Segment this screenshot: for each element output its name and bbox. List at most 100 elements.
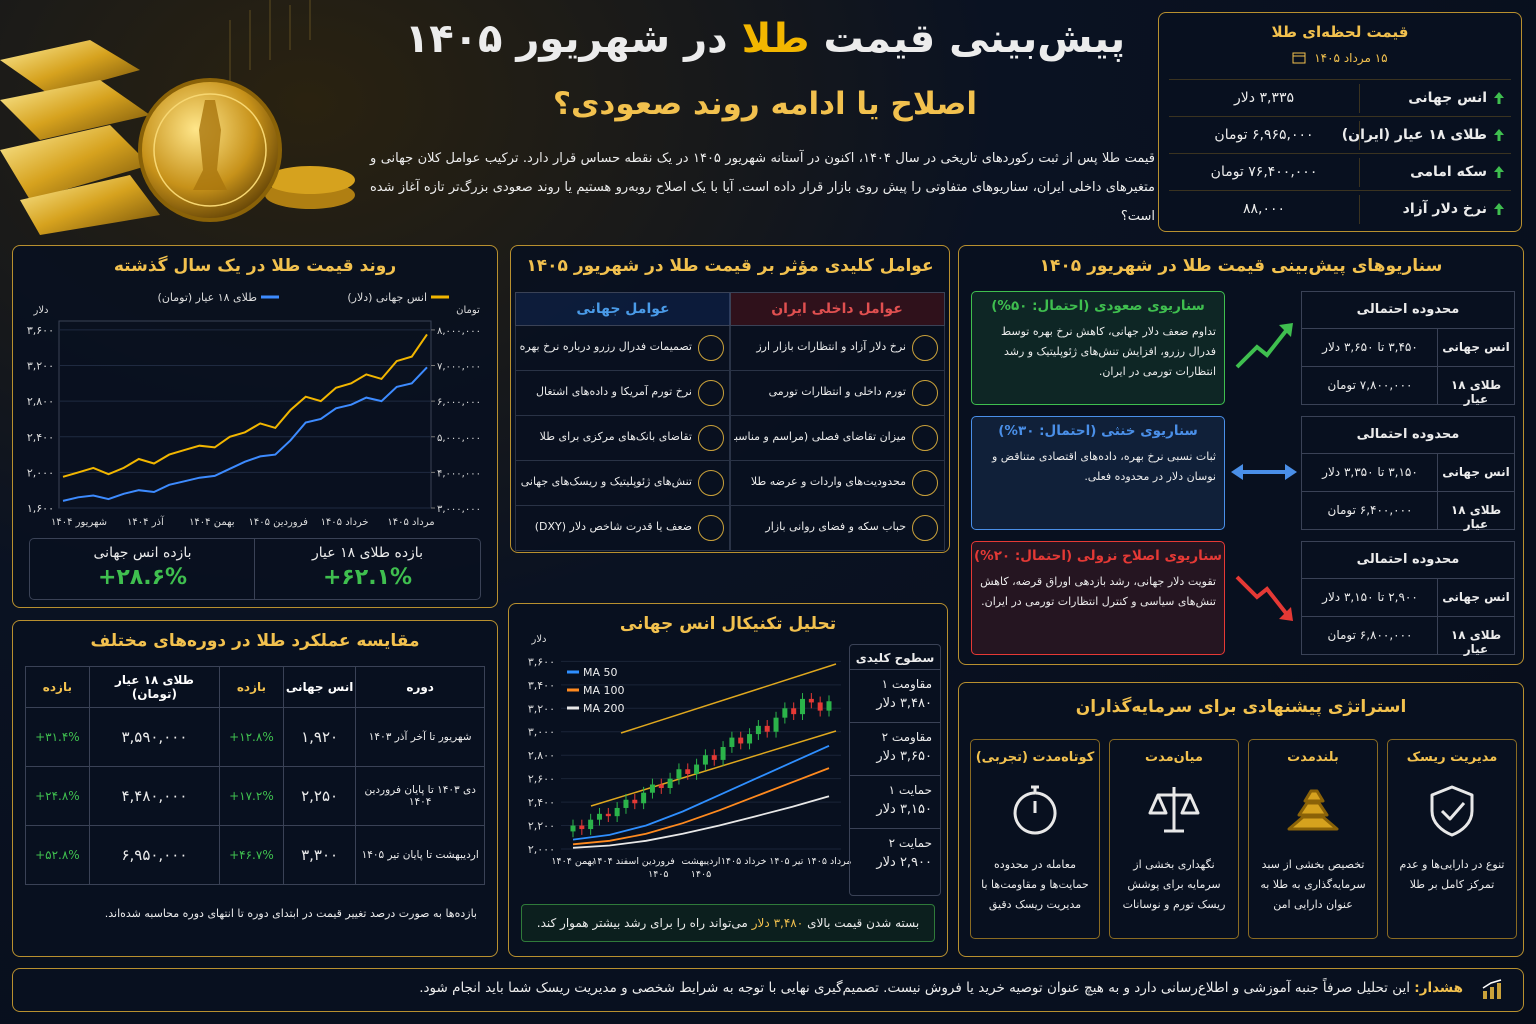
card-title: کوتاه‌مدت (تجربی) <box>975 750 1095 765</box>
value-cell: +۳۱.۴% <box>25 707 90 767</box>
legend-label: MA 50 <box>583 666 618 679</box>
returns-box: بازده طلای ۱۸ عیار +۶۲.۱% بازده انس جهانی +… <box>29 538 481 600</box>
return-cell: بازده انس جهانی +۲۸.۶% <box>30 539 255 599</box>
strategy-card: بلندمدت تخصیص بخشی از سبد سرمایه‌گذاری به… <box>1248 739 1378 939</box>
factor-column: عوامل جهانی تصمیمات فدرال رزرو درباره نرخ… <box>515 292 731 551</box>
range-title: محدوده احتمالی <box>1302 292 1514 329</box>
y-tick-label: ۲,۶۰۰ <box>528 773 555 786</box>
arrow-line <box>1235 325 1291 369</box>
candle-body <box>738 737 744 744</box>
value-cell: ۶,۹۵۰,۰۰۰ <box>88 825 221 885</box>
range-value: ۳,۱۵۰ تا ۳,۳۵۰ دلار <box>1322 465 1418 479</box>
factor-row: نرخ دلار آزاد و انتظارات بازار ارز <box>729 326 945 371</box>
column-header: طلای ۱۸ عیار (تومان) <box>88 666 221 708</box>
y2-axis-label: تومان <box>456 305 480 316</box>
value-cell: +۱۷.۲% <box>219 766 284 826</box>
range-row: انس جهانی ۲,۹۰۰ تا ۳,۱۵۰ دلار <box>1302 579 1514 616</box>
range-value: ۶,۴۰۰,۰۰۰ تومان <box>1327 503 1413 517</box>
key-level: حمایت ۱ ۳,۱۵۰ دلار <box>850 775 940 828</box>
intro-text: قیمت طلا پس از ثبت رکوردهای تاریخی در سا… <box>370 151 1155 224</box>
range-label: طلای ۱۸ عیار <box>1450 503 1502 531</box>
scenario-description: ثبات نسبی نرخ بهره، داده‌های اقتصادی متن… <box>991 450 1216 483</box>
candle-body <box>623 799 629 808</box>
scenario-description: تقویت دلار جهانی، رشد بازدهی اوراق قرضه،… <box>980 575 1216 608</box>
card-text: معامله در محدوده حمایت‌ها و مقاومت‌ها با… <box>981 858 1089 911</box>
ma-line <box>572 795 830 849</box>
x-tick-label: فروردین ۱۴۰۵ <box>248 517 308 528</box>
candle-body <box>667 778 673 789</box>
range-divider <box>1437 617 1438 654</box>
panel-title: عوامل کلیدی مؤثر بر قیمت طلا در شهریور ۱… <box>526 256 934 276</box>
icon-shape <box>1148 787 1200 833</box>
factor-text: تقاضای بانک‌های مرکزی برای طلا <box>539 430 692 443</box>
panel-title: تحلیل تکنیکال انس جهانی <box>619 614 837 634</box>
arrow-head <box>1279 607 1293 621</box>
y-tick-label: ۳,۲۰۰ <box>27 360 54 373</box>
factor-text: محدودیت‌های واردات و عرضه طلا <box>750 475 906 488</box>
candle-body <box>694 764 700 774</box>
candle-body <box>764 725 770 732</box>
y2-tick-label: ۸,۰۰۰,۰۰۰ <box>437 326 481 337</box>
factor-text: نرخ دلار آزاد و انتظارات بازار ارز <box>756 340 906 353</box>
candle-body <box>729 737 735 747</box>
key-level: مقاومت ۱ ۳,۴۸۰ دلار <box>850 669 940 722</box>
factor-icon <box>912 425 938 451</box>
legend-label: انس جهانی (دلار) <box>347 291 427 304</box>
price-value: ۳,۳۳۵ دلار <box>1234 90 1294 106</box>
candle-body <box>755 725 761 735</box>
factor-icon <box>912 380 938 406</box>
strategy-card: کوتاه‌مدت (تجربی) معامله در محدوده حمایت‌… <box>970 739 1100 939</box>
candle-body <box>800 698 806 715</box>
factor-icon <box>698 380 724 406</box>
price-label: نرخ دلار آزاد <box>1402 201 1487 217</box>
candle-body <box>658 784 664 789</box>
candle-body <box>711 755 717 760</box>
up-arrow-icon <box>1494 129 1504 141</box>
period-cell: دی ۱۴۰۳ تا پایان فروردین ۱۴۰۴ <box>355 766 485 826</box>
warning-icon <box>1482 979 1502 999</box>
card-text: نگهداری بخشی از سرمایه برای پوشش ریسک تو… <box>1122 858 1226 911</box>
line-series <box>62 333 428 478</box>
scenario-box: سناریوی اصلاح نزولی (احتمال: ۲۰%) تقویت د… <box>971 541 1225 655</box>
y2-tick-label: ۳,۰۰۰,۰۰۰ <box>437 504 481 515</box>
date: ۱۵ مرداد ۱۴۰۵ <box>1159 51 1521 65</box>
x-tick-label: بهمن ۱۴۰۴ <box>189 517 234 528</box>
y-tick-label: ۲,۰۰۰ <box>528 843 555 856</box>
panel-title: قیمت لحظه‌ای طلا <box>1271 23 1409 41</box>
gold-bar <box>0 40 140 95</box>
key-level-value: ۳,۶۵۰ دلار <box>876 749 932 764</box>
icon-shape <box>1287 789 1339 831</box>
range-label: طلای ۱۸ عیار <box>1450 628 1502 656</box>
factor-row: تورم داخلی و انتظارات تورمی <box>729 371 945 416</box>
y-tick-label: ۳,۰۰۰ <box>528 726 555 739</box>
panel-title: مقایسه عملکرد طلا در دوره‌های مختلف <box>90 631 420 651</box>
scenario-arrow <box>1235 575 1293 621</box>
x-tick-label: آذر ۱۴۰۴ <box>127 515 165 528</box>
card-text: تنوع در دارایی‌ها و عدم تمرکز کامل بر طل… <box>1399 858 1505 891</box>
y-tick-label: ۳,۶۰۰ <box>27 324 54 337</box>
scenario-name: سناریوی اصلاح نزولی (احتمال: ۲۰%) <box>973 548 1223 564</box>
candle-body <box>747 734 753 744</box>
range-title: محدوده احتمالی <box>1302 542 1514 579</box>
date-text: ۱۵ مرداد ۱۴۰۵ <box>1314 51 1388 65</box>
card-title: بلندمدت <box>1287 750 1339 765</box>
comparison-table: دوره انس جهانی بازده طلای ۱۸ عیار (تومان) با… <box>25 666 485 885</box>
channel-line <box>590 730 837 807</box>
row-divider <box>1359 84 1360 113</box>
up-arrow <box>1494 166 1504 178</box>
candle-body <box>720 746 726 760</box>
range-label: انس جهانی <box>1442 465 1510 479</box>
y2-tick-label: ۵,۰۰۰,۰۰۰ <box>437 433 481 444</box>
ma-line <box>572 767 830 846</box>
factor-text: تورم داخلی و انتظارات تورمی <box>768 385 906 398</box>
candle-body <box>685 769 691 774</box>
y-tick-label: ۲,۴۰۰ <box>27 431 54 444</box>
factor-header: عوامل جهانی <box>515 292 731 326</box>
price-label: سکه امامی <box>1410 164 1487 180</box>
price-row: انس جهانی ۳,۳۳۵ دلار <box>1169 79 1511 117</box>
note-highlight: ۳,۴۸۰ دلار <box>751 916 804 930</box>
candle-body <box>649 784 655 793</box>
scenario-name: سناریوی خنثی (احتمال: ۳۰%) <box>998 423 1198 439</box>
icon-shape <box>1013 785 1057 835</box>
factor-row: تصمیمات فدرال رزرو درباره نرخ بهره <box>515 326 731 371</box>
